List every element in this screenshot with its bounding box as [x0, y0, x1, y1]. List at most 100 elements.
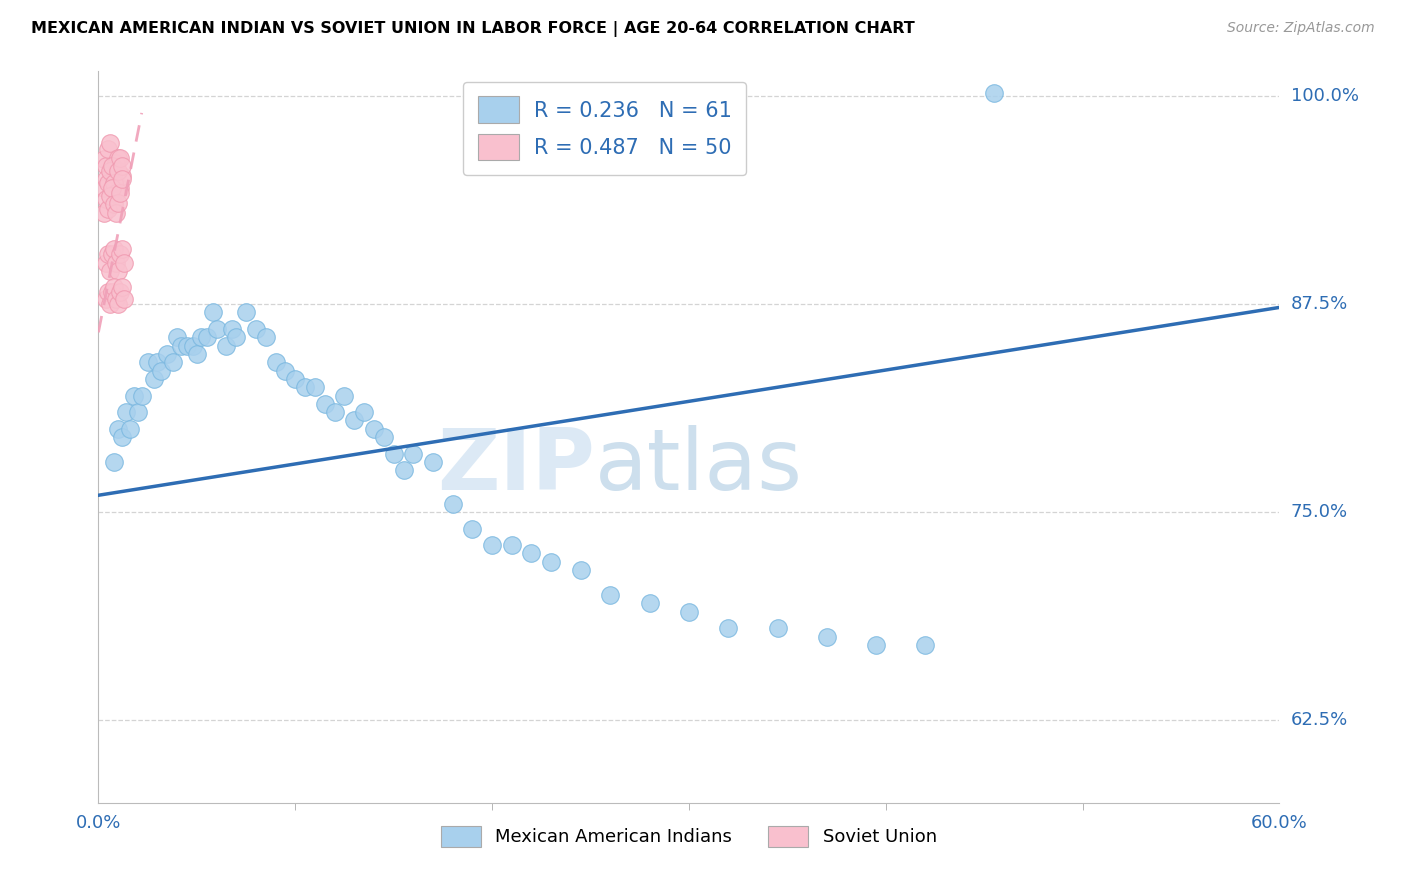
- Point: [205, 322, 228, 336]
- Point: [264, 355, 287, 369]
- Point: [363, 422, 385, 436]
- Point: [105, 255, 128, 269]
- Text: 75.0%: 75.0%: [1291, 503, 1348, 521]
- Text: atlas: atlas: [595, 425, 803, 508]
- Point: [599, 588, 621, 602]
- Point: [181, 338, 204, 352]
- Point: [461, 521, 484, 535]
- Text: MEXICAN AMERICAN INDIAN VS SOVIET UNION IN LABOR FORCE | AGE 20-64 CORRELATION C: MEXICAN AMERICAN INDIAN VS SOVIET UNION …: [31, 21, 915, 37]
- Point: [540, 555, 562, 569]
- Point: [107, 422, 129, 436]
- Point: [215, 338, 238, 352]
- Point: [93, 205, 115, 219]
- Point: [107, 264, 129, 278]
- Point: [115, 405, 138, 419]
- Point: [314, 397, 336, 411]
- Point: [481, 538, 503, 552]
- Point: [103, 455, 125, 469]
- Point: [96, 255, 118, 269]
- Point: [914, 638, 936, 652]
- Point: [815, 630, 838, 644]
- Point: [638, 596, 661, 610]
- Point: [865, 638, 887, 652]
- Point: [108, 180, 131, 194]
- Point: [107, 164, 129, 178]
- Point: [190, 330, 212, 344]
- Text: 62.5%: 62.5%: [1291, 711, 1348, 729]
- Point: [146, 355, 169, 369]
- Point: [101, 247, 124, 261]
- Point: [162, 355, 184, 369]
- Point: [201, 305, 224, 319]
- Point: [108, 285, 131, 300]
- Point: [373, 430, 395, 444]
- Point: [254, 330, 277, 344]
- Point: [98, 189, 121, 203]
- Point: [96, 159, 118, 173]
- Point: [103, 172, 125, 186]
- Point: [101, 285, 124, 300]
- Point: [111, 172, 134, 186]
- Point: [103, 197, 125, 211]
- Point: [176, 338, 198, 352]
- Point: [294, 380, 316, 394]
- Text: 100.0%: 100.0%: [1291, 87, 1358, 105]
- Point: [97, 285, 120, 300]
- Point: [118, 422, 141, 436]
- Point: [96, 192, 118, 206]
- Point: [111, 242, 134, 256]
- Text: Source: ZipAtlas.com: Source: ZipAtlas.com: [1227, 21, 1375, 35]
- Point: [122, 388, 145, 402]
- Point: [136, 355, 159, 369]
- Point: [186, 347, 208, 361]
- Point: [107, 297, 129, 311]
- Point: [441, 497, 464, 511]
- Point: [717, 621, 740, 635]
- Point: [402, 447, 425, 461]
- Point: [107, 195, 129, 210]
- Point: [142, 372, 165, 386]
- Point: [343, 413, 366, 427]
- Point: [108, 186, 131, 200]
- Point: [103, 280, 125, 294]
- Text: ZIP: ZIP: [437, 425, 595, 508]
- Point: [105, 292, 128, 306]
- Point: [108, 151, 131, 165]
- Point: [392, 463, 415, 477]
- Point: [195, 330, 218, 344]
- Point: [323, 405, 346, 419]
- Point: [108, 247, 131, 261]
- Point: [98, 297, 121, 311]
- Point: [96, 172, 118, 186]
- Point: [333, 388, 356, 402]
- Point: [170, 338, 193, 352]
- Point: [131, 388, 153, 402]
- Point: [98, 136, 121, 150]
- Point: [235, 305, 257, 319]
- Point: [156, 347, 179, 361]
- Legend: Mexican American Indians, Soviet Union: Mexican American Indians, Soviet Union: [432, 817, 946, 856]
- Point: [97, 143, 120, 157]
- Point: [111, 430, 134, 444]
- Point: [304, 380, 326, 394]
- Point: [678, 605, 700, 619]
- Point: [111, 169, 134, 183]
- Point: [569, 563, 592, 577]
- Point: [97, 247, 120, 261]
- Point: [111, 159, 134, 173]
- Point: [101, 159, 124, 173]
- Point: [93, 153, 115, 167]
- Point: [93, 180, 115, 194]
- Point: [105, 186, 128, 200]
- Point: [103, 242, 125, 256]
- Point: [101, 180, 124, 194]
- Point: [103, 176, 125, 190]
- Text: 87.5%: 87.5%: [1291, 295, 1348, 313]
- Point: [98, 264, 121, 278]
- Point: [274, 363, 297, 377]
- Point: [97, 176, 120, 190]
- Point: [105, 205, 128, 219]
- Point: [112, 292, 135, 306]
- Point: [107, 151, 129, 165]
- Point: [166, 330, 188, 344]
